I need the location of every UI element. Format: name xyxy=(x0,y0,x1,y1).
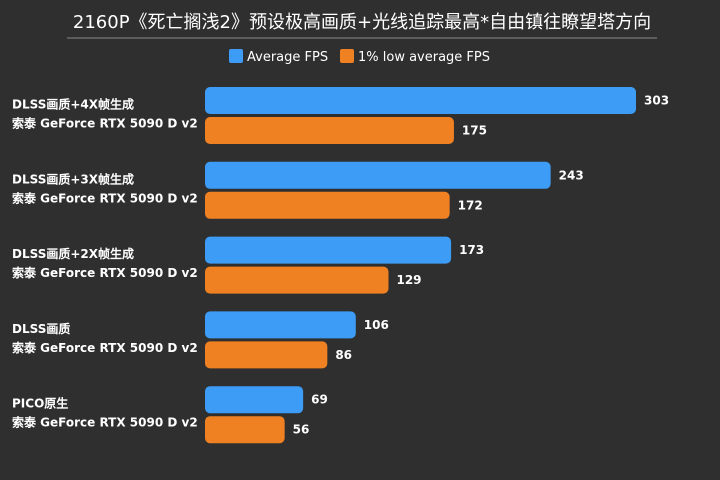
category-label-2-1: 索泰 GeForce RTX 5090 D v2 xyxy=(12,265,198,280)
bar-average-2 xyxy=(205,236,452,264)
bar-low-2 xyxy=(205,266,389,294)
bar-average-1 xyxy=(205,161,551,189)
category-label-0-1: 索泰 GeForce RTX 5090 D v2 xyxy=(12,116,198,131)
value-label-average-3: 106 xyxy=(364,318,389,332)
bar-low-4 xyxy=(205,416,285,444)
chart-title: 2160P《死亡搁浅2》预设极高画质+光线追踪最高*自由镇往瞭望塔方向 xyxy=(73,12,651,33)
bar-low-3 xyxy=(205,341,328,369)
value-label-average-1: 243 xyxy=(559,168,584,182)
value-label-low-2: 129 xyxy=(396,273,421,287)
bar-low-0 xyxy=(205,117,454,144)
value-label-low-0: 175 xyxy=(462,124,487,138)
legend-swatch-low xyxy=(340,49,354,63)
value-label-low-1: 172 xyxy=(458,198,483,212)
value-label-low-3: 86 xyxy=(335,348,352,362)
category-label-4-0: PICO原生 xyxy=(12,396,68,411)
value-label-low-4: 56 xyxy=(293,423,310,437)
legend-swatch-average xyxy=(229,49,243,63)
value-label-average-0: 303 xyxy=(644,94,669,108)
category-label-1-1: 索泰 GeForce RTX 5090 D v2 xyxy=(12,190,198,205)
category-label-3-0: DLSS画质 xyxy=(12,321,70,336)
bar-low-1 xyxy=(205,191,450,219)
value-label-average-4: 69 xyxy=(311,393,328,407)
legend-label-average: Average FPS xyxy=(247,50,328,65)
value-label-average-2: 173 xyxy=(459,243,484,257)
bar-average-3 xyxy=(205,311,356,339)
bar-average-4 xyxy=(205,386,304,414)
category-label-2-0: DLSS画质+2X帧生成 xyxy=(12,246,134,261)
legend-label-low: 1% low average FPS xyxy=(358,50,490,65)
category-label-0-0: DLSS画质+4X帧生成 xyxy=(12,97,134,112)
bar-average-0 xyxy=(205,87,636,114)
category-label-1-0: DLSS画质+3X帧生成 xyxy=(12,171,134,186)
category-label-3-1: 索泰 GeForce RTX 5090 D v2 xyxy=(12,340,198,355)
category-label-4-1: 索泰 GeForce RTX 5090 D v2 xyxy=(12,415,198,430)
legend: Average FPS 1% low average FPS xyxy=(229,49,490,65)
